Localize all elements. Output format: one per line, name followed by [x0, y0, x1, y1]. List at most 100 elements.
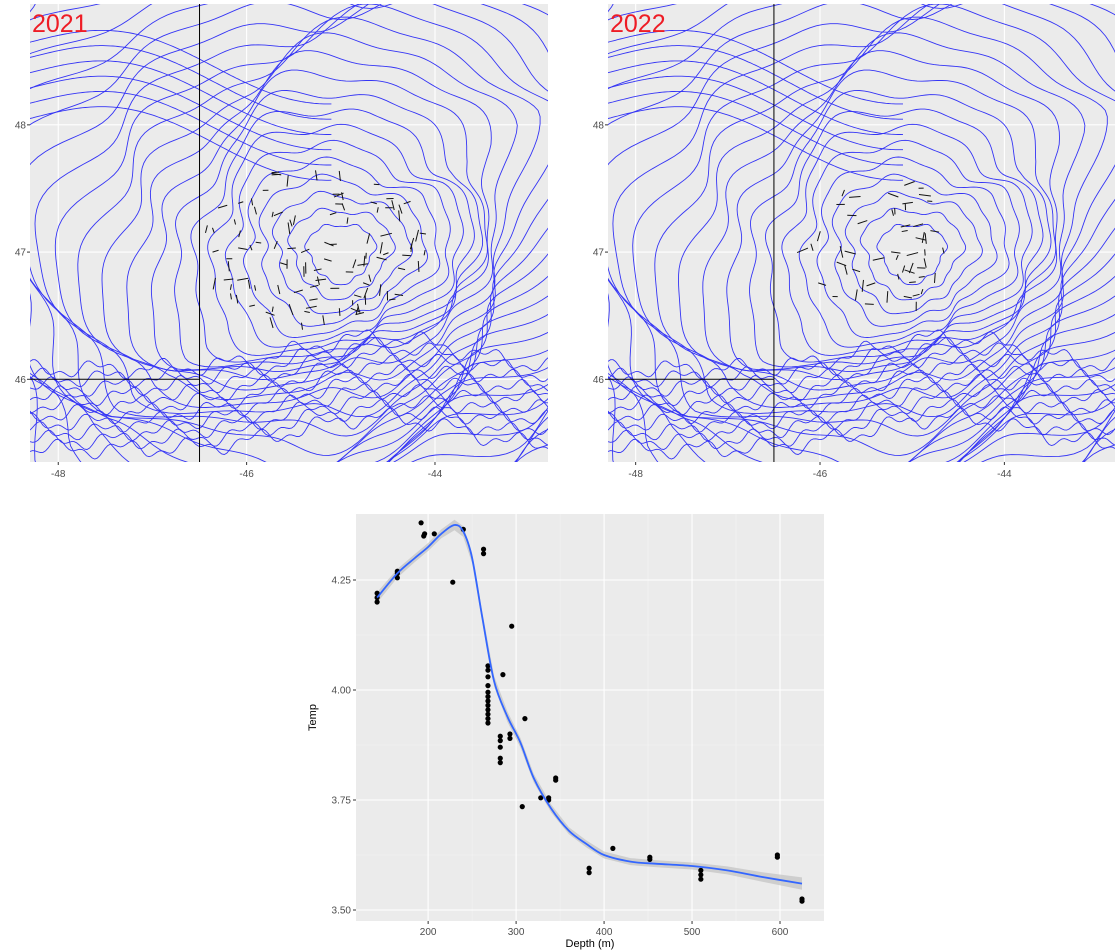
survey-segment — [247, 279, 251, 289]
plot-area — [608, 4, 1115, 462]
survey-segment — [934, 272, 936, 283]
survey-segment — [362, 282, 370, 286]
contour-line — [34, 4, 548, 418]
survey-segment — [391, 200, 395, 211]
survey-segment — [380, 232, 392, 237]
survey-segment — [313, 268, 322, 272]
survey-segment — [891, 209, 894, 216]
plot-background — [356, 514, 824, 921]
survey-segment — [902, 201, 913, 205]
y-tick-label: 4.25 — [332, 576, 352, 587]
data-point — [519, 804, 525, 810]
contour-line — [30, 373, 548, 425]
y-tick-label: 48 — [15, 120, 27, 131]
confidence-band — [377, 519, 802, 890]
contour-line — [608, 4, 1115, 462]
contour-line — [608, 349, 1115, 462]
contour-line — [30, 106, 332, 181]
data-point — [698, 876, 704, 882]
contour-line — [654, 16, 1108, 400]
data-point — [374, 590, 380, 596]
survey-segment — [304, 310, 310, 313]
contour-line — [30, 4, 548, 437]
survey-segment — [315, 278, 327, 281]
survey-segment — [942, 247, 945, 254]
survey-segment — [886, 291, 889, 303]
survey-segment — [341, 203, 346, 211]
survey-segment — [309, 298, 318, 301]
survey-segment — [854, 289, 858, 301]
survey-segment — [288, 303, 294, 316]
survey-segment — [316, 276, 320, 286]
x-tick-label: -48 — [628, 469, 643, 480]
contour-line — [608, 337, 1115, 388]
contour-line — [30, 363, 548, 416]
plot-area — [356, 514, 824, 921]
data-point — [586, 865, 592, 871]
survey-segment — [810, 243, 814, 251]
contour-line — [608, 90, 903, 166]
contour-line — [678, 32, 1086, 391]
survey-segment — [227, 261, 230, 272]
survey-segment — [309, 284, 319, 288]
survey-segment — [923, 258, 927, 268]
contour-line — [608, 4, 1115, 462]
data-point — [374, 599, 380, 605]
contour-line — [30, 398, 548, 450]
y-tick-label: 48 — [593, 120, 605, 131]
survey-segment — [930, 230, 940, 233]
survey-segment — [357, 303, 360, 313]
x-tick-label: 300 — [508, 927, 525, 938]
contour-line — [30, 349, 548, 462]
survey-segment — [908, 262, 914, 274]
survey-segment — [223, 278, 234, 281]
x-tick-label: 500 — [684, 927, 701, 938]
y-tick-label: 46 — [593, 375, 605, 386]
contour-line — [608, 407, 1115, 460]
x-tick-label: -48 — [51, 469, 66, 480]
survey-segment — [903, 295, 913, 299]
data-point — [485, 698, 491, 704]
x-tick-label: -46 — [239, 469, 254, 480]
contour-line — [207, 123, 464, 356]
survey-segment — [389, 298, 396, 301]
survey-segment — [844, 250, 856, 255]
data-point — [485, 689, 491, 695]
survey-segment — [324, 241, 334, 247]
y-tick-label: 3.75 — [332, 796, 352, 807]
data-point — [485, 667, 491, 673]
data-point — [497, 760, 503, 766]
survey-segment — [300, 322, 304, 330]
contour-line — [608, 363, 1115, 416]
data-point — [647, 854, 653, 860]
x-tick-label: 200 — [420, 927, 437, 938]
survey-segment — [271, 211, 274, 218]
data-point — [480, 546, 487, 552]
survey-segment — [844, 264, 848, 275]
data-point — [497, 744, 503, 750]
contour-line — [980, 410, 1115, 462]
data-point — [553, 775, 559, 781]
data-point — [485, 716, 491, 722]
data-point — [799, 896, 805, 902]
data-point — [485, 720, 491, 726]
data-point — [497, 738, 503, 744]
survey-segment — [841, 189, 845, 197]
x-tick-label: -44 — [428, 469, 443, 480]
contour-line — [608, 60, 904, 135]
survey-segment — [866, 282, 876, 287]
survey-segment — [277, 284, 281, 295]
y-axis-title: Temp — [307, 704, 319, 731]
survey-segment — [315, 170, 318, 181]
survey-segment — [924, 233, 927, 244]
y-tick-label: 47 — [593, 248, 605, 259]
survey-segment — [415, 229, 419, 242]
temp-depth-scatter: 200 300 400 500 600 3.50 3.75 4.00 4.25 Depth (m)… — [307, 514, 824, 950]
survey-segment — [338, 170, 341, 182]
contour-line — [30, 90, 332, 166]
survey-segment — [839, 246, 844, 258]
data-point — [450, 579, 456, 585]
x-tick-label: -46 — [813, 469, 828, 480]
contour-line — [956, 383, 1115, 462]
data-point — [698, 867, 704, 873]
